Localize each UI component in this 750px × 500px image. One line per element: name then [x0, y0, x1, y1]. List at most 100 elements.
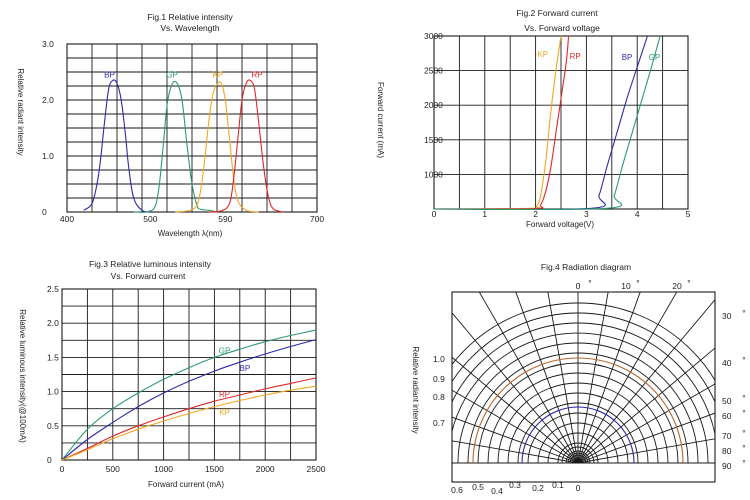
fig1-series-label-rp: RP: [251, 71, 262, 80]
fig4-bottom-label: 0: [576, 483, 581, 493]
fig2-y-tick-label: 1000: [424, 169, 443, 179]
fig4-plot-frame: [451, 291, 716, 483]
fig2-series-gp: [434, 35, 661, 210]
fig4-angle-label: 10: [621, 281, 631, 291]
fig2-series-label-gp: GP: [649, 53, 661, 62]
fig4-intensity-arc: [567, 452, 589, 464]
fig1-series-label-gp: GP: [166, 71, 178, 80]
fig4-intensity-label: 0.9: [433, 374, 445, 384]
fig2-x-tick-label: 3: [584, 209, 589, 219]
fig1-y-tick-label: 2.0: [42, 95, 54, 105]
fig1-chart: Fig.1 Relative intensity Vs. Wavelength …: [16, 12, 324, 238]
fig4-degree-symbol: °: [687, 278, 690, 288]
fig3-series-label-gp: GP: [219, 346, 231, 355]
fig1-grid: [67, 44, 317, 212]
fig4-intensity-arc: [557, 442, 599, 464]
fig4-intensity-arc: [547, 432, 609, 464]
fig4-intensity-arc: [452, 322, 715, 437]
fig1-subtitle: Vs. Wavelength: [160, 23, 219, 33]
fig4-curve-outer: [472, 357, 684, 464]
fig4-angle-label: 80: [722, 446, 732, 456]
fig4-intensity-arc: [487, 372, 669, 464]
fig4-y-axis-label: Relative radiant intensity: [411, 346, 420, 433]
fig4-angle-label: 30: [722, 311, 732, 321]
fig2-series-label-rp: RP: [570, 52, 581, 61]
fig2-y-tick-label: 1500: [424, 135, 443, 145]
fig4-angle-label: 40: [722, 358, 732, 368]
fig3-x-tick-label: 1500: [205, 464, 224, 474]
fig4-intensity-arc: [527, 412, 629, 464]
fig4-bottom-label: 0.5: [472, 482, 484, 492]
fig2-y-tick-label: 2500: [424, 66, 443, 76]
fig3-grid: [62, 289, 316, 460]
fig2-subtitle: Vs. Forward voltage: [524, 23, 600, 33]
fig3-x-tick-label: 2500: [307, 464, 326, 474]
fig4-degree-symbol: °: [588, 278, 591, 288]
fig4-intensity-arc: [497, 382, 659, 464]
fig2-grid: [434, 36, 688, 209]
fig3-plot-frame: [61, 288, 317, 461]
fig2-x-tick-label: 0: [432, 209, 437, 219]
fig4-title: Fig.4 Radiation diagram: [541, 262, 631, 272]
fig2-y-axis-label: Forward current (mA): [376, 82, 385, 158]
fig1-series-label-bp: BP: [104, 71, 115, 80]
fig3-y-tick-label: 1.0: [47, 387, 59, 397]
fig4-degree-symbol: °: [742, 308, 745, 318]
fig3-y-tick-label: 2.5: [47, 284, 59, 294]
fig3-y-tick-label: 2.0: [47, 318, 59, 328]
fig2-series-rp: [434, 35, 570, 210]
fig4-center-lobe: [561, 446, 595, 464]
fig4-bottom-label: 0.2: [532, 483, 544, 493]
fig4-intensity-arc: [537, 422, 619, 464]
fig3-x-tick-label: 500: [106, 464, 120, 474]
fig4-grid: [452, 292, 715, 464]
fig1-x-tick-label: 590: [218, 214, 232, 224]
fig3-chart: Fig.3 Relative luminous intensity Vs. Fo…: [18, 259, 326, 489]
fig4-intensity-label: 0.7: [433, 418, 445, 428]
fig4-chart: Fig.4 Radiation diagram Relative radiant…: [411, 262, 746, 496]
fig3-y-tick-label: 0.5: [47, 421, 59, 431]
fig1-x-axis-label: Wavelength λ(nm): [158, 229, 223, 238]
fig4-angle-label: 60: [722, 411, 732, 421]
fig3-series-bp: [62, 339, 316, 461]
fig4-bottom-label: 0.1: [552, 480, 564, 490]
fig3-y-axis-label: Relative luminous intensity(@100mA): [18, 309, 27, 443]
fig4-angle-label: 20: [672, 281, 682, 291]
fig1-y-tick-label: 0: [42, 207, 47, 217]
fig2-series-label-kp: KP: [537, 50, 548, 59]
fig4-intensity-arc: [457, 342, 699, 464]
fig3-x-axis-label: Forward current (mA): [148, 480, 224, 489]
fig4-intensity-label: 1.0: [433, 354, 445, 364]
fig4-bottom-label: 0.6: [451, 485, 463, 495]
fig2-series-kp: [434, 35, 562, 210]
fig1-series-gp: [133, 80, 218, 213]
fig4-intensity-arc: [467, 352, 689, 464]
fig2-x-tick-label: 4: [635, 209, 640, 219]
fig4-angle-label: 50: [722, 396, 732, 406]
fig1-y-tick-label: 3.0: [42, 39, 54, 49]
fig4-bottom-label: 0.4: [491, 486, 503, 496]
fig1-plot-frame: [66, 43, 318, 213]
fig3-y-tick-label: 1.5: [47, 352, 59, 362]
fig4-degree-symbol: °: [636, 278, 639, 288]
fig4-intensity-arc: [452, 302, 715, 382]
fig3-series-label-kp: KP: [219, 408, 230, 417]
fig4-angle-label: 0: [576, 281, 581, 291]
fig4-intensity-arc: [452, 332, 709, 464]
fig4-degree-symbol: °: [742, 393, 745, 403]
fig2-y-tick-label: 2000: [424, 100, 443, 110]
fig1-series-label-kp: KP: [212, 71, 223, 80]
fig2-series-label-bp: BP: [622, 53, 633, 62]
fig3-series-label-rp: RP: [219, 390, 230, 399]
fig4-angle-label: 70: [722, 431, 732, 441]
fig1-series-rp: [208, 79, 284, 213]
fig3-x-tick-label: 0: [60, 464, 65, 474]
fig3-series-label-bp: BP: [240, 364, 251, 373]
fig4-intensity-arc: [452, 312, 715, 404]
fig4-center-lobe: [569, 454, 587, 464]
fig3-series-gp: [62, 329, 316, 461]
fig3-title: Fig.3 Relative luminous intensity: [89, 259, 212, 269]
fig4-intensity-arc: [507, 392, 649, 464]
fig4-intensity-arc: [477, 362, 679, 464]
